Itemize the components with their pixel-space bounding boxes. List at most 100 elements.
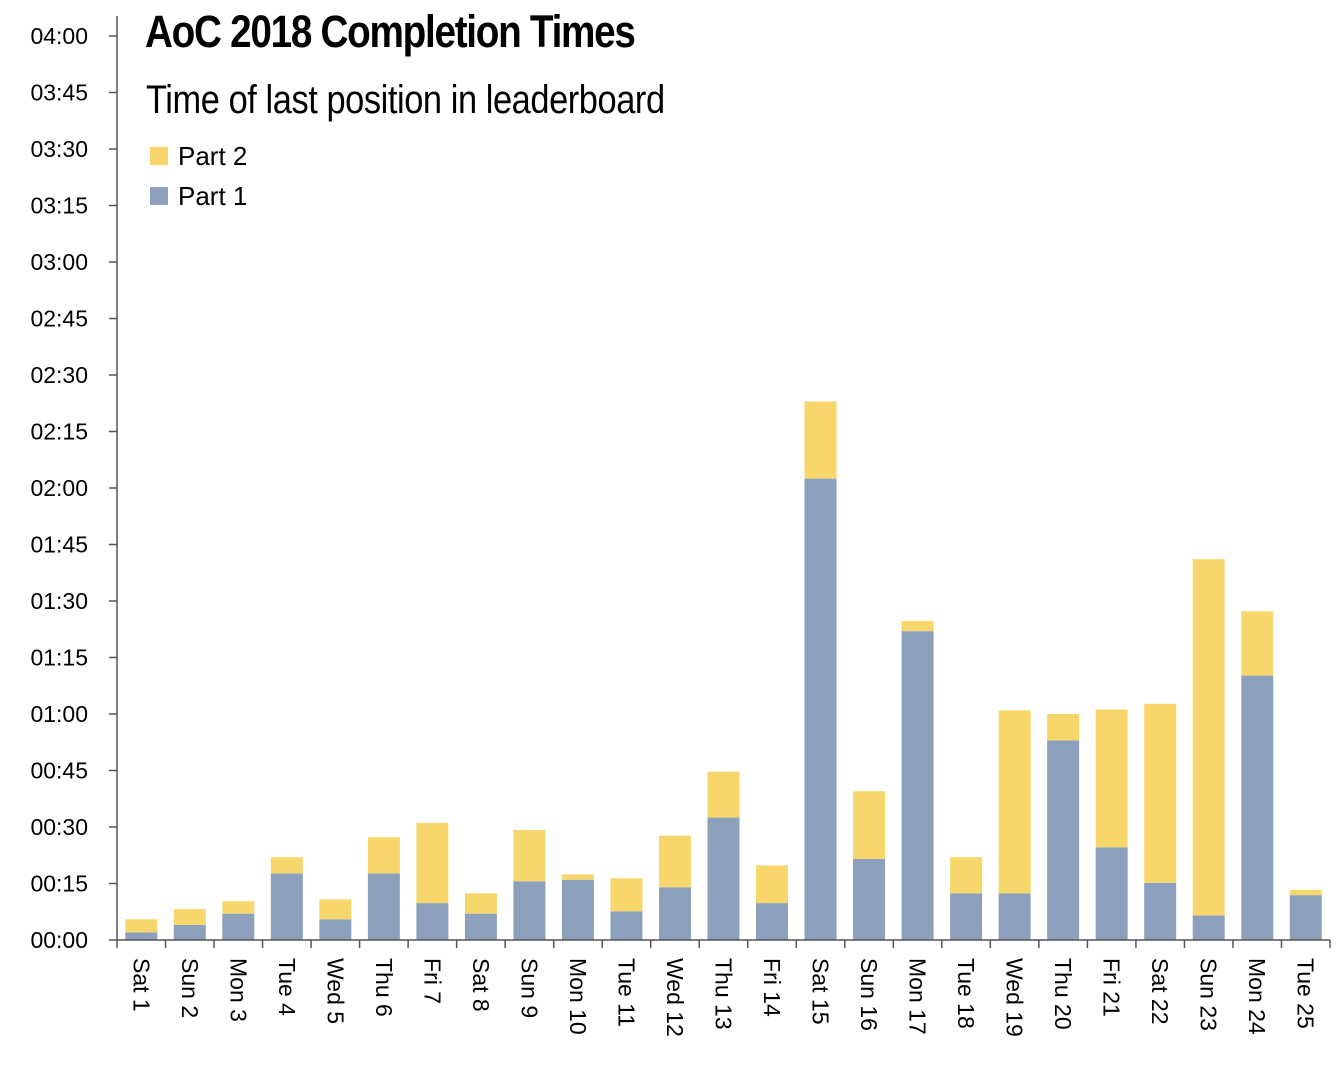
x-tick-label: Fri 7 xyxy=(419,958,445,1004)
bar-part-2 xyxy=(1289,889,1322,896)
bar-part-2 xyxy=(125,919,158,933)
y-tick-label: 03:45 xyxy=(30,80,88,106)
y-tick-label: 00:45 xyxy=(30,758,88,784)
bars xyxy=(125,401,1322,940)
bar-part-1 xyxy=(1241,675,1274,940)
bar-part-2 xyxy=(416,822,449,904)
y-tick-label: 02:30 xyxy=(30,362,88,388)
bar-part-1 xyxy=(416,903,449,940)
bar-part-1 xyxy=(756,903,789,940)
bar-part-1 xyxy=(853,859,886,940)
y-tick-label: 00:30 xyxy=(30,814,88,840)
bar-part-1 xyxy=(998,893,1031,940)
x-tick-label: Mon 17 xyxy=(905,958,931,1035)
bar-part-1 xyxy=(222,913,255,940)
legend-label-part-1: Part 1 xyxy=(178,180,248,211)
bar-part-2 xyxy=(222,901,255,914)
bar-part-1 xyxy=(367,873,400,940)
bar-part-2 xyxy=(998,710,1031,894)
x-tick-label: Fri 21 xyxy=(1099,958,1125,1017)
bar-part-1 xyxy=(513,881,546,940)
chart-title: AoC 2018 Completion Times xyxy=(145,6,636,57)
bar-part-1 xyxy=(1095,847,1128,940)
bar-part-1 xyxy=(1047,740,1080,940)
bar-part-2 xyxy=(853,791,886,860)
x-tick-label: Fri 14 xyxy=(759,958,785,1017)
bar-part-2 xyxy=(173,909,206,925)
bar-part-2 xyxy=(513,830,546,882)
bar-part-1 xyxy=(610,911,643,940)
y-tick-label: 00:15 xyxy=(30,871,88,897)
x-tick-label: Thu 13 xyxy=(711,958,737,1030)
bar-part-2 xyxy=(756,865,789,904)
bar-part-2 xyxy=(1047,714,1080,741)
x-tick-label: Tue 11 xyxy=(613,958,639,1027)
x-tick-label: Wed 19 xyxy=(1002,958,1028,1037)
y-tick-label: 03:00 xyxy=(30,249,88,275)
legend-label-part-2: Part 2 xyxy=(178,140,248,171)
x-tick-label: Sun 9 xyxy=(516,958,542,1018)
bar-part-1 xyxy=(1144,882,1177,940)
y-tick-label: 02:00 xyxy=(30,475,88,501)
bar-part-2 xyxy=(707,771,740,818)
x-tick-label: Sun 23 xyxy=(1196,958,1222,1031)
bar-part-1 xyxy=(658,887,691,940)
x-tick-label: Thu 20 xyxy=(1050,958,1076,1030)
bar-part-2 xyxy=(610,878,643,912)
bar-part-1 xyxy=(901,631,934,940)
y-tick-label: 02:45 xyxy=(30,306,88,332)
bar-part-2 xyxy=(561,874,594,880)
legend-item-part-2: Part 2 xyxy=(150,136,247,176)
x-tick-labels: Sat 1 Sun 2 Mon 3 Tue 4 Wed 5 Thu 6 Fri 7 Sat 8… xyxy=(128,958,1318,1037)
y-tick-label: 03:15 xyxy=(30,193,88,219)
legend: Part 2 Part 1 xyxy=(150,136,247,216)
y-tick-label: 01:30 xyxy=(30,588,88,614)
bar-part-2 xyxy=(804,401,837,479)
y-axis-ticks xyxy=(109,35,117,941)
chart-subtitle: Time of last position in leaderboard xyxy=(146,78,665,122)
bar-part-2 xyxy=(319,899,352,920)
bar-part-1 xyxy=(561,879,594,940)
bar-part-1 xyxy=(173,924,206,940)
x-tick-label: Sat 1 xyxy=(128,958,154,1012)
y-tick-label: 02:15 xyxy=(30,419,88,445)
y-tick-label: 00:00 xyxy=(30,927,88,953)
bar-part-1 xyxy=(319,919,352,940)
bar-part-1 xyxy=(707,817,740,940)
bar-part-1 xyxy=(125,932,158,940)
x-tick-label: Mon 3 xyxy=(225,958,251,1022)
bar-part-2 xyxy=(1241,611,1274,676)
bar-part-2 xyxy=(367,837,400,874)
bar-part-2 xyxy=(464,893,497,914)
x-tick-label: Tue 25 xyxy=(1293,958,1319,1029)
x-tick-label: Thu 6 xyxy=(371,958,397,1017)
bar-part-1 xyxy=(1289,895,1322,940)
x-tick-label: Tue 4 xyxy=(274,958,300,1016)
bar-part-1 xyxy=(804,478,837,940)
bar-part-2 xyxy=(1192,559,1225,916)
bar-part-2 xyxy=(1095,709,1128,848)
x-tick-label: Mon 24 xyxy=(1244,958,1270,1035)
y-tick-label: 01:00 xyxy=(30,701,88,727)
x-tick-label: Sat 22 xyxy=(1147,958,1173,1025)
x-tick-label: Wed 12 xyxy=(662,958,688,1037)
x-tick-label: Mon 10 xyxy=(565,958,591,1035)
legend-item-part-1: Part 1 xyxy=(150,176,247,216)
legend-swatch-part-1 xyxy=(150,187,168,205)
y-tick-label: 01:15 xyxy=(30,645,88,671)
x-tick-label: Sun 16 xyxy=(856,958,882,1031)
y-tick-label: 04:00 xyxy=(30,23,88,49)
bar-part-2 xyxy=(901,620,934,632)
bar-part-2 xyxy=(1144,703,1177,883)
bar-part-1 xyxy=(270,873,303,940)
x-tick-label: Wed 5 xyxy=(322,958,348,1024)
x-tick-label: Sun 2 xyxy=(177,958,203,1018)
bar-part-1 xyxy=(1192,915,1225,940)
x-tick-label: Tue 18 xyxy=(953,958,979,1029)
axes xyxy=(116,16,1331,948)
y-tick-label: 01:45 xyxy=(30,532,88,558)
bar-part-2 xyxy=(950,857,983,894)
bar-part-2 xyxy=(658,835,691,888)
y-tick-label: 03:30 xyxy=(30,136,88,162)
